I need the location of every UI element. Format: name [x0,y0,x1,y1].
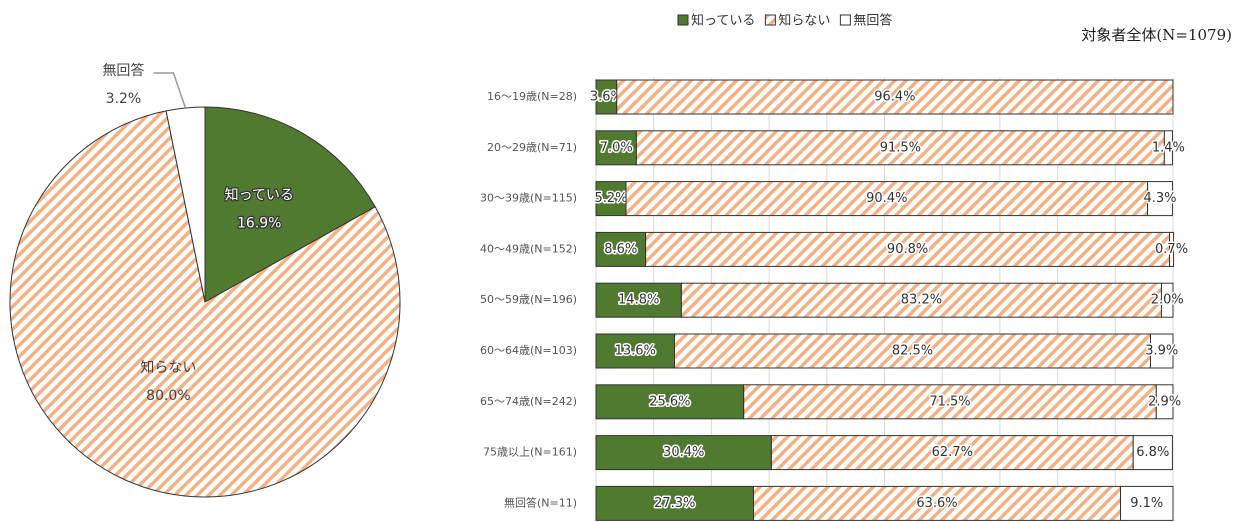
y-tick-label: 20～29歳(N=71) [487,141,577,154]
bar-segment [595,485,755,521]
pie-category-label: 知っている [225,186,294,203]
bar-segment [595,384,745,420]
value-label: 91.5% [880,140,921,155]
value-label: 62.7% [932,445,973,460]
bar-segment [595,231,647,267]
pie-slice [9,110,401,498]
value-label: 9.1% [1130,496,1163,511]
bar-segment [595,435,772,471]
value-label: 3.9% [1145,344,1178,359]
value-label: 2.9% [1148,394,1181,409]
y-tick-label: 40～49歳(N=152) [480,242,577,255]
bar-segment [1155,384,1174,420]
value-label: 96.4% [874,90,915,105]
legend-swatch [839,14,851,26]
pie-value-label: 80.0% [146,388,190,404]
y-tick-label: 60～64歳(N=103) [480,344,577,357]
bar-segment [673,333,1151,369]
value-label: 90.4% [866,191,907,206]
bar-segment [770,435,1134,471]
value-label: 2.0% [1151,293,1184,308]
bar-segment [595,181,627,217]
legend-label: 知らない [778,13,830,29]
value-label: 3.6% [590,90,623,105]
y-tick-label: 75歳以上(N=161) [483,446,577,459]
value-label: 0.7% [1155,242,1188,257]
y-tick-label: 50～59歳(N=196) [480,293,577,306]
value-label: 13.6% [615,344,656,359]
bar-segment [1160,282,1174,318]
bar-segment [1119,485,1174,521]
bar-segment [743,384,1157,420]
bar-segment [1169,231,1175,267]
y-tick-label: 30～39歳(N=115) [480,192,577,205]
bar-segment [645,231,1171,267]
bar-segment [1147,181,1173,217]
pie-category-label: 知らない [140,359,196,376]
y-tick-label: 16～19歳(N=28) [487,90,577,103]
value-label: 27.3% [654,496,695,511]
value-label: 7.0% [600,140,633,155]
value-label: 4.3% [1144,191,1177,206]
bar-segment [1163,130,1173,166]
legend-label: 無回答 [853,13,892,29]
value-label: 90.8% [887,242,928,257]
pie-value-label: 16.9% [237,215,281,231]
pie-category-label: 無回答 [102,62,144,79]
bar-segment [753,485,1121,521]
value-label: 30.4% [663,445,704,460]
value-label: 5.2% [594,191,627,206]
value-label: 82.5% [892,344,933,359]
leader-line [153,72,187,109]
value-label: 6.8% [1136,445,1169,460]
value-label: 63.6% [916,496,957,511]
bar-segment [1149,333,1174,369]
bar-segment [595,333,675,369]
legend-label: 知っている [691,13,755,29]
chart-title: 対象者全体(N=1079) [1081,26,1232,44]
bar-segment [595,130,637,166]
y-tick-label: 65～74歳(N=242) [480,395,577,408]
value-label: 14.8% [618,293,659,308]
bar-segment [616,79,1174,115]
legend-swatch [677,14,689,26]
value-label: 1.4% [1152,140,1185,155]
pie-slice [204,106,376,303]
bar-segment [1132,435,1173,471]
value-label: 71.5% [929,394,970,409]
value-label: 83.2% [901,293,942,308]
y-tick-label: 無回答(N=11) [504,495,577,509]
value-label: 25.6% [649,394,690,409]
bar-segment [595,282,682,318]
legend-swatch [764,14,776,26]
value-label: 8.6% [604,242,637,257]
pie-value-label: 3.2% [106,91,142,107]
